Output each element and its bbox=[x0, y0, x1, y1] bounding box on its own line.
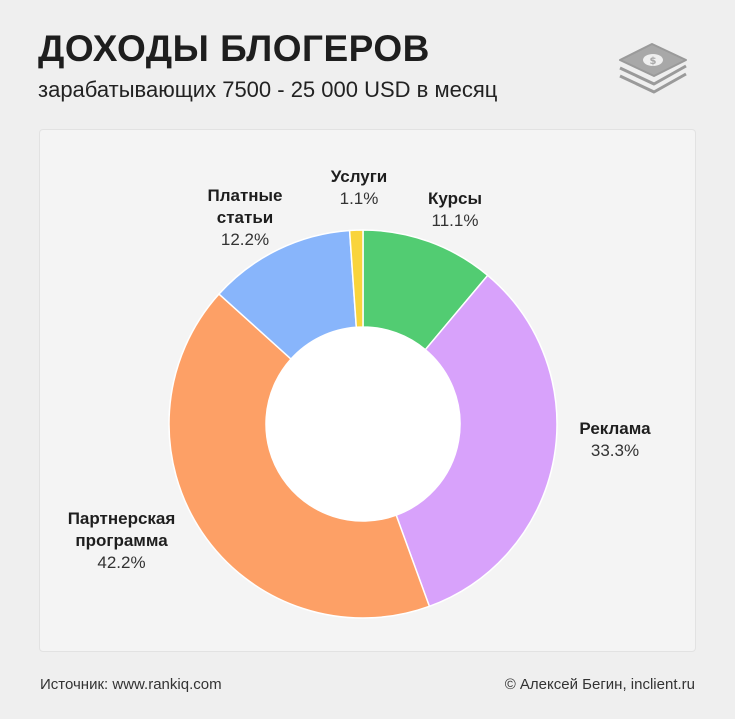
label-uslugi-pct: 1.1% bbox=[339, 189, 379, 208]
label-kursy-pct: 11.1% bbox=[431, 211, 479, 230]
label-uslugi: Услуги 1.1% bbox=[323, 166, 395, 210]
donut-chart bbox=[168, 229, 558, 619]
label-uslugi-name: Услуги bbox=[330, 167, 388, 186]
label-partner-name1: Партнерская bbox=[67, 509, 176, 528]
chart-card: Курсы 11.1% Услуги 1.1% Платные статьи 1… bbox=[39, 129, 696, 652]
label-kursy: Курсы 11.1% bbox=[425, 188, 485, 232]
page-subtitle: зарабатывающих 7500 - 25 000 USD в месяц bbox=[38, 77, 498, 102]
label-reklama-pct: 33.3% bbox=[590, 441, 640, 460]
label-kursy-name: Курсы bbox=[428, 189, 482, 208]
label-statyi-name1: Платные bbox=[207, 186, 283, 205]
label-partner: Партнерская программа 42.2% bbox=[54, 508, 189, 574]
label-reklama: Реклама 33.3% bbox=[570, 418, 660, 462]
label-statyi: Платные статьи 12.2% bbox=[195, 185, 295, 251]
label-reklama-name: Реклама bbox=[579, 419, 651, 438]
donut-hole bbox=[266, 327, 460, 521]
label-partner-pct: 42.2% bbox=[97, 553, 146, 572]
source-text: Источник: www.rankiq.com bbox=[40, 676, 222, 693]
label-statyi-pct: 12.2% bbox=[220, 230, 270, 249]
label-partner-name2: программа bbox=[75, 531, 168, 550]
svg-text:$: $ bbox=[650, 56, 657, 67]
label-statyi-name2: статьи bbox=[216, 208, 274, 227]
page-title: ДОХОДЫ БЛОГЕРОВ bbox=[38, 28, 430, 69]
money-stack-icon: $ bbox=[619, 43, 687, 94]
credit-text: © Алексей Бегин, inclient.ru bbox=[504, 676, 695, 693]
